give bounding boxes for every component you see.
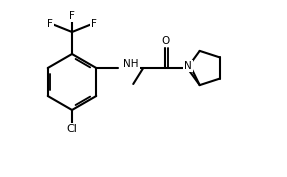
Text: N: N <box>184 61 192 71</box>
Text: O: O <box>161 36 169 46</box>
Text: NH: NH <box>123 59 139 69</box>
Text: F: F <box>91 19 97 29</box>
Text: Cl: Cl <box>67 124 77 134</box>
Text: F: F <box>47 19 53 29</box>
Text: F: F <box>69 11 75 21</box>
